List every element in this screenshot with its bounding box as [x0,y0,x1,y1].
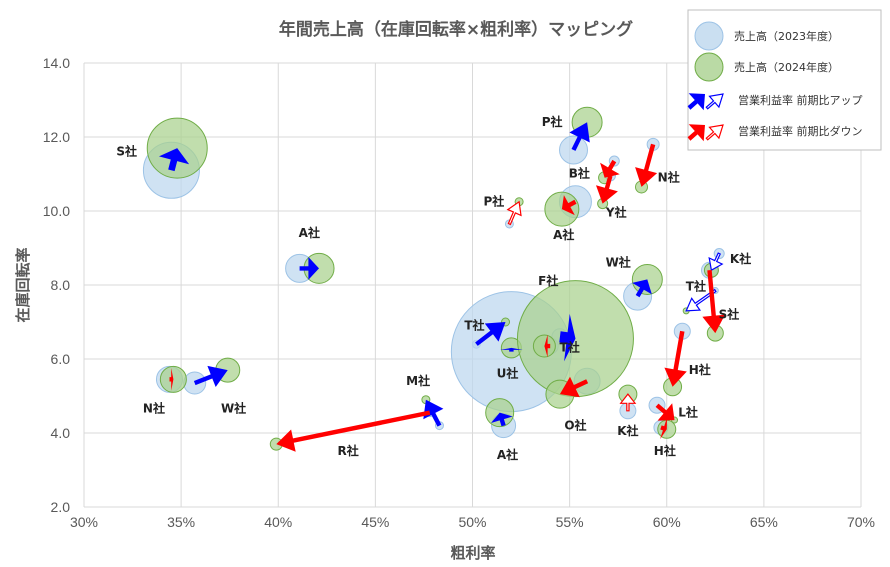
x-tick-label: 45% [361,514,389,530]
company-label: H社 [689,362,711,377]
profit-arrow [500,347,523,352]
legend-2023-marker [694,21,724,51]
profit-arrow [193,365,228,387]
y-tick-label: 10.0 [43,203,70,219]
legend-up-hollow-arrow [705,93,724,110]
profit-arrow [655,403,675,421]
company-label: H社 [654,443,676,458]
profit-arrow [619,393,637,412]
company-label: R社 [338,443,359,458]
profit-arrow [169,368,174,391]
legend-up-label: 営業利益率 前期比アップ [738,93,863,107]
x-tick-label: 30% [70,514,98,530]
profit-arrow [423,399,444,427]
bubble-2024 [544,191,580,227]
profit-arrow [559,313,576,362]
legend-up-solid-arrow [687,93,705,111]
y-tick-label: 12.0 [43,129,70,145]
company-label: P社 [483,193,504,208]
x-tick-label: 70% [847,514,875,530]
profit-arrow [632,279,652,298]
company-label: T社 [464,317,484,332]
profit-arrow [596,175,618,204]
company-label: T社 [686,279,706,294]
profit-arrow [276,410,431,452]
company-label: L社 [678,404,698,419]
profit-arrow [635,143,658,187]
y-axis-title: 在庫回転率 [14,247,32,322]
company-label: T社 [560,340,580,355]
profit-arrow [506,200,522,226]
legend: 売上高（2023年度） 売上高（2024年度） 営業利益率 前期比アップ 営業利… [687,9,882,151]
legend-up-icons [687,93,724,111]
company-label: P社 [542,114,563,129]
company-label: Y社 [605,205,627,220]
company-label: N社 [658,169,680,184]
company-label: B社 [569,166,590,181]
profit-arrow [569,122,590,151]
profit-arrow [600,159,620,178]
x-tick-label: 35% [167,514,195,530]
profit-arrow [708,252,724,272]
company-label: F社 [538,273,558,288]
legend-down-icons [687,124,724,142]
profit-arrow [159,148,190,172]
company-label: A社 [299,225,320,240]
profit-arrow [559,376,589,398]
company-label: W社 [221,401,246,416]
profit-arrow [475,322,506,346]
company-labels: S社 A社 N社 W社 M社 R社 A社 T社 U社 F社 T社 O社 P社 B社 A社 P社 Y社 N社 W社 K社… [116,114,751,462]
profit-arrow [299,257,319,280]
chart-title: 年間売上高（在庫回転率×粗利率）マッピング [279,19,633,40]
profit-arrow [561,195,577,216]
profit-arrow [491,412,513,427]
company-label: M社 [406,373,430,388]
profit-arrow [702,270,725,334]
legend-2024-marker [694,52,724,82]
legend-down-solid-arrow [687,124,705,142]
bubble-2024 [532,334,556,358]
x-tick-label: 50% [458,514,486,530]
legend-2023-label: 売上高（2023年度） [734,29,839,43]
profit-arrow [544,334,551,358]
y-tick-label: 4.0 [51,425,71,441]
company-label: W社 [606,255,631,270]
bubble-2024 [146,117,208,179]
x-tick-label: 65% [750,514,778,530]
company-label: K社 [617,423,638,438]
y-tick-label: 6.0 [51,351,71,367]
y-tick-label: 8.0 [51,277,71,293]
x-axis-title: 粗利率 [450,544,495,562]
y-tick-label: 2.0 [51,499,71,515]
legend-2024-label: 売上高（2024年度） [734,60,839,74]
bubbles-2024 [146,106,724,451]
x-tick-label: 60% [653,514,681,530]
x-tick-label: 40% [264,514,292,530]
company-label: A社 [553,227,574,242]
legend-down-label: 営業利益率 前期比ダウン [738,124,863,138]
company-label: S社 [719,306,740,321]
profit-arrow [664,330,687,387]
y-tick-label: 14.0 [43,55,70,71]
legend-down-hollow-arrow [705,124,724,141]
ticks: 30% 35% 40% 45% 50% 55% 60% 65% 70% 2.0 4.0 6.0 8.0 1… [43,55,875,530]
company-label: A社 [497,447,518,462]
profit-arrow [660,417,667,440]
company-label: K社 [730,251,751,266]
company-label: S社 [116,144,137,159]
company-label: N社 [143,401,165,416]
x-tick-label: 55% [556,514,584,530]
company-label: U社 [497,366,519,381]
arrows [159,122,725,452]
company-label: O社 [564,417,586,432]
